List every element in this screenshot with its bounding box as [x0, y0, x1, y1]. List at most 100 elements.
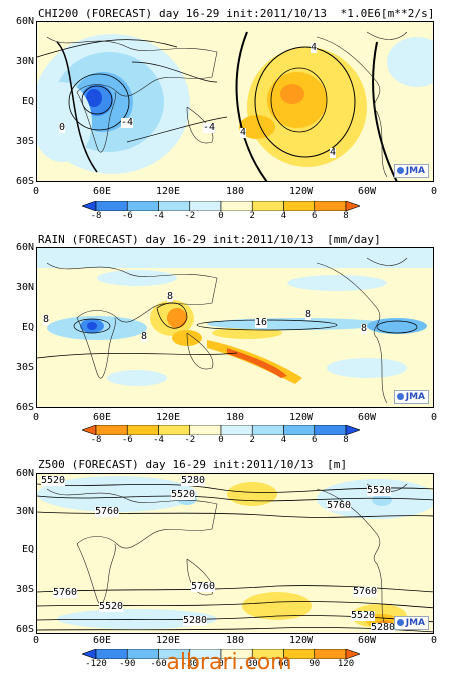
chart-title: CHI200 (FORECAST) day 16-29 init:2011/10… — [38, 7, 435, 20]
colorbar-tick-label: 0 — [218, 435, 224, 445]
lon-tick-label: 120W — [288, 412, 314, 423]
lon-tick-label: 0 — [32, 186, 40, 197]
lat-tick-label: EQ — [21, 544, 34, 555]
lat-tick-label: 30N — [15, 282, 34, 293]
colorbar-tick-label: 30 — [246, 659, 258, 669]
colorbar-tick-label: 60 — [278, 659, 289, 669]
lat-tick-label: 30S — [15, 136, 34, 147]
lon-tick-label: 120E — [155, 412, 181, 423]
colorbar-tick-label: -4 — [153, 211, 164, 221]
contour-label: 8 — [141, 331, 148, 342]
contour-label: 4 — [330, 147, 337, 158]
contour-label: 5520 — [171, 489, 196, 500]
colorbar-tick-label: -90 — [119, 659, 136, 669]
colorbar-segment — [283, 425, 316, 435]
chi200-field — [37, 22, 433, 181]
contour-label: 5760 — [353, 586, 378, 597]
lon-tick-label: 180 — [225, 412, 245, 423]
colorbar-segment — [126, 425, 159, 435]
contour-label: 8 — [167, 291, 174, 302]
lon-tick-label: 180 — [225, 635, 245, 646]
lat-tick-label: 30S — [15, 362, 34, 373]
colorbar-tick-label: 4 — [280, 435, 287, 445]
chi200-map: -4 0 -4 4 4 4 JMA — [36, 21, 434, 182]
colorbar-segment — [345, 425, 360, 435]
contour-label: 5760 — [327, 500, 352, 511]
rain-panel: RAIN (FORECAST) day 16-29 init:2011/10/1… — [0, 224, 458, 446]
contour-label: 5520 — [367, 485, 392, 496]
colorbar-tick-label: -120 — [85, 659, 107, 669]
contour-label: 5520 — [99, 601, 124, 612]
colorbar-segment — [345, 201, 360, 211]
colorbar-segment — [95, 425, 128, 435]
colorbar-tick-label: -8 — [90, 435, 102, 445]
colorbar-tick-label: 4 — [280, 211, 287, 221]
watermark: albrari.com — [166, 650, 292, 675]
lon-tick-label: 120W — [288, 635, 314, 646]
colorbar-tick-label: -2 — [184, 435, 196, 445]
colorbar — [82, 201, 360, 211]
jma-logo: JMA — [393, 164, 429, 178]
colorbar-segment — [126, 201, 159, 211]
colorbar-tick-label: 8 — [343, 435, 349, 445]
colorbar-segment — [82, 201, 97, 211]
colorbar-segment — [189, 425, 222, 435]
colorbar-tick-label: 0 — [218, 659, 224, 669]
colorbar-segment — [220, 425, 253, 435]
colorbar — [82, 649, 360, 659]
lon-tick-label: 120E — [155, 635, 181, 646]
lon-tick-label: 60E — [92, 186, 112, 197]
lat-tick-label: EQ — [21, 322, 34, 333]
colorbar-tick-label: 90 — [309, 659, 321, 669]
contour-label: 5760 — [191, 581, 216, 592]
lon-tick-label: 0 — [32, 635, 40, 646]
lat-tick-label: 30N — [15, 506, 34, 517]
colorbar-tick-label: -6 — [121, 211, 133, 221]
contour-label: 4 — [311, 42, 318, 53]
lon-tick-label: 60W — [357, 186, 377, 197]
colorbar-segment — [95, 201, 128, 211]
colorbar-tick-label: 6 — [312, 211, 318, 221]
contour-label: 0 — [59, 122, 66, 133]
colorbar-tick-label: 2 — [249, 211, 255, 221]
contour-label: 5280 — [181, 475, 206, 486]
colorbar-segment — [345, 649, 360, 659]
lon-tick-label: 180 — [225, 186, 245, 197]
contour-label: 8 — [361, 323, 368, 334]
colorbar-tick-label: -2 — [184, 211, 196, 221]
jma-logo: JMA — [393, 390, 429, 404]
lon-tick-label: 120W — [288, 186, 314, 197]
rain-field — [37, 248, 433, 407]
contour-label: 5520 — [351, 610, 376, 621]
lat-tick-label: 60S — [15, 624, 34, 635]
z500-panel: Z500 (FORECAST) day 16-29 init:2011/10/1… — [0, 448, 458, 670]
contour-label: 5520 — [41, 475, 66, 486]
chi200-panel: CHI200 (FORECAST) day 16-29 init:2011/10… — [0, 0, 458, 222]
z500-map: 5520 5280 5520 5520 5760 5760 5760 5520 … — [36, 473, 434, 634]
colorbar-segment — [251, 425, 284, 435]
lon-tick-label: 0 — [430, 635, 438, 646]
colorbar-tick-label: 0 — [218, 211, 224, 221]
colorbar-tick-label: -30 — [181, 659, 198, 669]
colorbar-segment — [158, 425, 191, 435]
lon-tick-label: 60W — [357, 412, 377, 423]
lon-tick-label: 60E — [92, 635, 112, 646]
colorbar-tick-label: 120 — [337, 659, 355, 669]
rain-map: 8 8 8 16 8 8 JMA — [36, 247, 434, 408]
lat-tick-label: 30S — [15, 584, 34, 595]
colorbar-segment — [189, 201, 222, 211]
lon-tick-label: 60W — [357, 635, 377, 646]
colorbar-segment — [314, 201, 347, 211]
lat-tick-label: 60N — [15, 242, 34, 253]
contour-label: 4 — [240, 127, 247, 138]
chart-title: Z500 (FORECAST) day 16-29 init:2011/10/1… — [38, 458, 348, 471]
lon-tick-label: 0 — [32, 412, 40, 423]
colorbar-tick-label: 6 — [312, 435, 318, 445]
chart-title: RAIN (FORECAST) day 16-29 init:2011/10/1… — [38, 233, 381, 246]
contour-label: 8 — [305, 309, 312, 320]
colorbar-tick-label: -60 — [150, 659, 167, 669]
colorbar-tick-label: 2 — [249, 435, 255, 445]
contour-label: 16 — [255, 317, 268, 328]
lat-tick-label: 30N — [15, 56, 34, 67]
contour-label: 8 — [43, 314, 50, 325]
